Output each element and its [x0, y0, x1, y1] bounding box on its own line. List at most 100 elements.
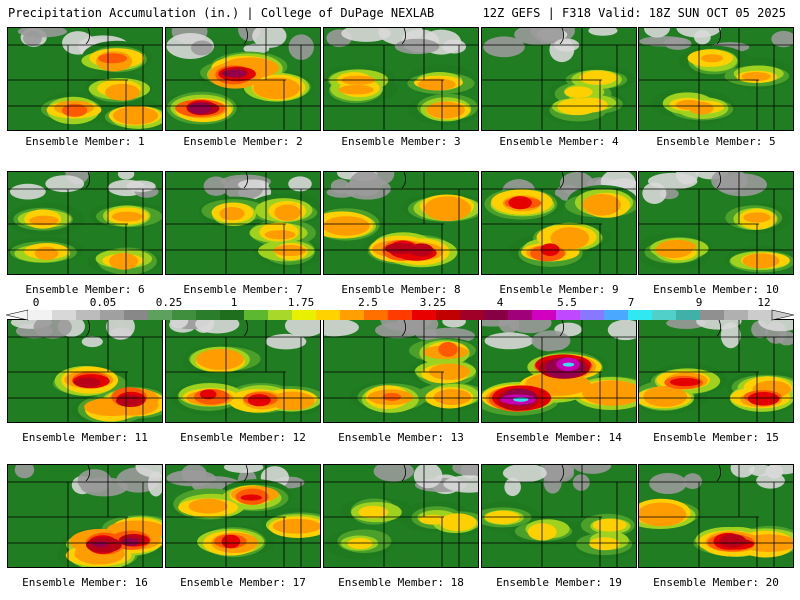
legend-swatch — [724, 310, 749, 320]
precip-map — [324, 172, 478, 274]
precip-contour — [269, 391, 315, 411]
dry-patch — [373, 465, 414, 482]
ensemble-member-label: Ensemble Member: 2 — [183, 135, 303, 148]
ensemble-member-map — [481, 171, 637, 275]
legend-swatch — [196, 310, 221, 320]
ensemble-member-label: Ensemble Member: 20 — [653, 576, 779, 589]
precip-contour — [92, 541, 109, 548]
dry-patch — [647, 172, 698, 190]
dry-patch — [45, 175, 85, 193]
ensemble-member-map — [323, 319, 479, 423]
legend-tick-label: 0.05 — [89, 296, 117, 309]
legend-tick-label: 2.5 — [358, 296, 378, 309]
dry-patch — [649, 472, 687, 495]
legend-swatch — [628, 310, 653, 320]
dry-patch — [540, 465, 575, 480]
dry-patch — [23, 31, 43, 46]
legend-swatch — [268, 310, 293, 320]
ensemble-member-label: Ensemble Member: 11 — [22, 431, 148, 444]
state-border — [401, 465, 406, 482]
dry-patch — [767, 465, 793, 475]
dry-patch — [502, 465, 547, 483]
state-border — [243, 465, 248, 482]
precip-contour — [562, 362, 575, 367]
precip-contour — [98, 53, 128, 64]
legend-swatch — [436, 310, 461, 320]
precip-contour — [247, 394, 271, 407]
precip-contour — [347, 537, 373, 549]
legend-swatch — [532, 310, 557, 320]
precip-contour — [438, 341, 458, 357]
dry-patch — [756, 472, 785, 489]
precip-contour — [382, 392, 402, 401]
precip-contour — [508, 196, 532, 210]
ensemble-member-label: Ensemble Member: 19 — [496, 576, 622, 589]
precip-contour — [639, 502, 687, 527]
legend-swatch — [76, 310, 101, 320]
precip-map — [482, 465, 636, 567]
precip-contour — [564, 86, 593, 98]
dry-patch — [730, 465, 755, 478]
precip-contour — [747, 392, 780, 406]
precip-contour — [338, 85, 374, 95]
legend-swatch — [652, 310, 677, 320]
ensemble-member-label: Ensemble Member: 15 — [653, 431, 779, 444]
precip-map — [639, 172, 793, 274]
legend-swatch — [388, 310, 413, 320]
legend-tick-label: 1.75 — [287, 296, 315, 309]
precip-contour — [582, 193, 621, 216]
dry-patch — [483, 36, 525, 58]
dry-patch — [643, 28, 670, 38]
legend-swatch — [412, 310, 437, 320]
state-border — [243, 172, 248, 189]
ensemble-member-label: Ensemble Member: 18 — [338, 576, 464, 589]
legend-tick-label: 5.5 — [557, 296, 577, 309]
precip-contour — [550, 227, 590, 250]
precip-contour — [439, 513, 477, 532]
dry-patch — [531, 330, 571, 352]
dry-patch — [349, 172, 383, 197]
precip-map — [166, 320, 320, 422]
dry-patch — [330, 179, 350, 194]
precip-contour — [324, 216, 370, 236]
dry-patch — [442, 39, 467, 54]
ensemble-member-map — [323, 27, 479, 131]
precip-contour — [253, 77, 300, 100]
dry-patch — [324, 320, 359, 337]
dry-patch — [514, 28, 564, 45]
precip-contour — [116, 394, 142, 407]
dry-patch — [195, 320, 240, 334]
dry-patch — [442, 320, 466, 328]
dry-patch — [664, 37, 692, 50]
precip-map — [166, 172, 320, 274]
legend-tick-label: 7 — [627, 296, 635, 309]
precip-map — [166, 465, 320, 567]
precip-contour — [109, 252, 139, 270]
precip-contour — [105, 83, 140, 101]
precip-contour — [424, 196, 471, 222]
state-border — [85, 320, 90, 337]
precip-contour — [221, 69, 247, 78]
dry-patch — [33, 320, 72, 339]
dry-patch — [573, 465, 612, 474]
ensemble-member-label: Ensemble Member: 7 — [183, 283, 303, 296]
dry-patch — [484, 332, 534, 350]
dry-patch — [81, 336, 103, 348]
ensemble-member-map — [638, 464, 794, 568]
ensemble-member-label: Ensemble Member: 4 — [499, 135, 619, 148]
chart-title: Precipitation Accumulation (in.) | Colle… — [8, 6, 435, 20]
precip-map — [8, 28, 162, 130]
legend-right-arrow — [771, 309, 794, 321]
dry-patch — [777, 331, 793, 346]
model-run-info: 12Z GEFS | F318 Valid: 18Z SUN OCT 05 20… — [482, 6, 786, 20]
legend-swatch — [700, 310, 725, 320]
dry-patch — [288, 176, 312, 192]
ensemble-member-label: Ensemble Member: 6 — [25, 283, 145, 296]
ensemble-member-map — [165, 319, 321, 423]
ensemble-member-map — [638, 319, 794, 423]
precip-contour — [122, 537, 140, 547]
dry-patch — [452, 465, 478, 477]
dry-patch — [223, 465, 264, 473]
legend-tick-label: 1 — [230, 296, 238, 309]
dry-patch — [413, 465, 443, 489]
